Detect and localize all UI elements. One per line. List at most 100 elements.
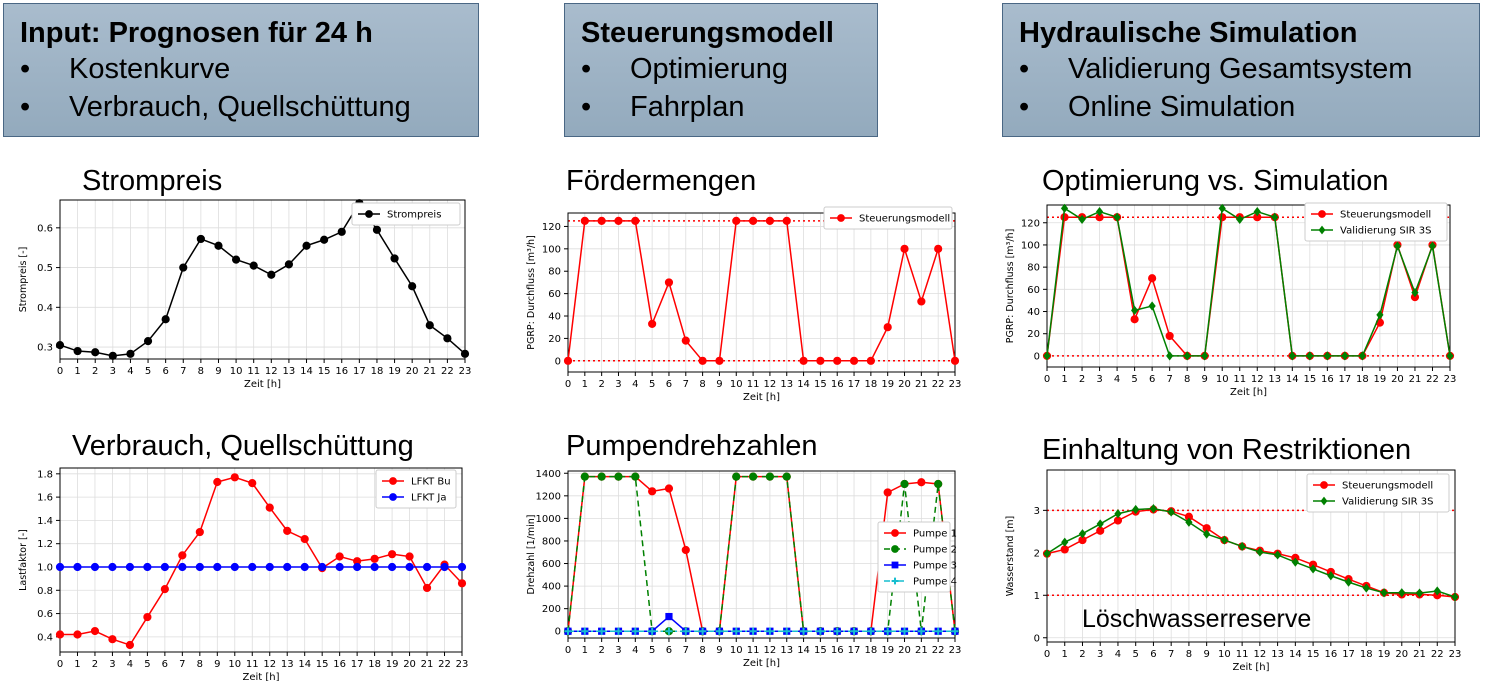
data-point (951, 627, 959, 635)
x-tick-label: 15 (814, 645, 827, 656)
x-tick-label: 4 (127, 366, 133, 377)
x-tick-label: 19 (881, 379, 894, 390)
data-point (284, 260, 294, 269)
x-tick-label: 20 (1395, 649, 1408, 660)
data-point (248, 479, 257, 488)
data-point (213, 562, 222, 572)
y-tick-label: 1.6 (37, 493, 53, 504)
x-tick-label: 6 (162, 659, 168, 670)
x-tick-label: 2 (1079, 374, 1085, 385)
legend: Pumpe 1 Pumpe 2 Pumpe 3 Pumpe 4 (877, 521, 957, 593)
panel-title-verbrauch: Verbrauch, Quellschüttung (72, 430, 414, 462)
data-point (715, 627, 724, 635)
data-point (196, 234, 205, 244)
data-point (664, 278, 674, 287)
x-tick-label: 7 (179, 659, 185, 670)
y-tick-label: 1400 (536, 469, 561, 480)
x-tick-label: 9 (215, 366, 221, 377)
x-tick-label: 17 (848, 645, 861, 656)
x-tick-label: 21 (915, 645, 928, 656)
data-point (867, 627, 875, 635)
data-point (248, 562, 257, 572)
data-point (1344, 577, 1353, 587)
y-tick-label: 600 (542, 559, 561, 570)
bullet: • (581, 53, 592, 85)
x-tick-label: 10 (228, 659, 241, 670)
data-point (231, 255, 241, 264)
data-point (1306, 351, 1314, 361)
x-tick-label: 18 (865, 645, 878, 656)
data-point (265, 562, 274, 572)
legend: Steuerungsmodell Validierung SIR 3S (1306, 473, 1450, 513)
x-tick-label: 0 (1044, 374, 1050, 385)
data-point (90, 626, 100, 636)
data-point (1060, 545, 1069, 554)
y-tick-label: 20 (1027, 329, 1040, 340)
x-tick-label: 23 (1444, 374, 1457, 385)
legend-marker (389, 477, 397, 485)
data-point (917, 297, 926, 306)
data-point (405, 562, 414, 572)
y-tick-label: 0 (555, 356, 561, 367)
data-point (681, 545, 690, 555)
data-point (1271, 212, 1279, 222)
legend-marker (837, 214, 845, 222)
data-point (900, 627, 909, 635)
x-tick-label: 21 (423, 366, 436, 377)
x-tick-label: 22 (441, 366, 454, 377)
x-tick-label: 8 (699, 645, 705, 656)
data-point (850, 627, 858, 635)
legend-marker (891, 561, 899, 569)
header-item: • Fahrplan (581, 88, 861, 126)
legend-marker (1318, 225, 1326, 235)
data-point (631, 216, 640, 225)
x-tick-label: 12 (1251, 374, 1264, 385)
x-tick-label: 4 (632, 645, 638, 656)
data-point (581, 627, 589, 635)
x-tick-label: 17 (1342, 649, 1355, 660)
data-point (178, 562, 187, 572)
x-tick-label: 8 (198, 366, 204, 377)
axes-frame (59, 467, 463, 653)
series-line (59, 201, 466, 357)
data-point (1238, 541, 1246, 552)
data-point (1149, 504, 1158, 514)
x-axis-label: Zeit [h] (1232, 662, 1269, 673)
x-tick-label: 20 (406, 366, 419, 377)
header-hydraulische-simulation: Hydraulische Simulation • Validierung Ges… (1002, 3, 1480, 137)
header-item: • Online Simulation (1019, 88, 1463, 126)
x-tick-label: 3 (615, 645, 621, 656)
data-point (300, 534, 309, 544)
x-tick-label: 19 (1378, 649, 1391, 660)
data-point (318, 562, 327, 572)
y-axis-label: Strompreis [-] (18, 247, 29, 313)
data-point (900, 244, 909, 253)
y-tick-label: 40 (1027, 307, 1040, 318)
data-point (230, 473, 239, 482)
x-tick-label: 5 (144, 659, 150, 670)
data-point (1148, 301, 1156, 311)
x-tick-label: 1 (74, 366, 80, 377)
data-point (682, 627, 690, 635)
x-tick-label: 5 (649, 379, 655, 390)
x-tick-label: 22 (438, 659, 451, 670)
x-tick-label: 23 (949, 379, 962, 390)
data-point (213, 477, 222, 487)
x-tick-label: 8 (1184, 374, 1190, 385)
y-tick-label: 0.8 (37, 586, 53, 597)
data-point (1148, 274, 1157, 283)
y-tick-label: 0 (1034, 351, 1040, 362)
x-tick-label: 12 (764, 645, 777, 656)
axes-frame (567, 212, 956, 373)
x-tick-label: 7 (1166, 374, 1172, 385)
chart-pumpen: 0 1 2 3 4 5 6 7 8 9 10 11 12 13 14 15 16 17 18 19 20 21 22 2302… (526, 469, 962, 669)
data-point (580, 216, 589, 225)
data-point (748, 216, 758, 225)
y-tick-label: 0.4 (37, 632, 53, 643)
x-tick-label: 23 (949, 645, 962, 656)
data-point (564, 627, 572, 635)
x-tick-label: 3 (110, 366, 116, 377)
legend-marker (1320, 496, 1328, 506)
data-point (783, 627, 791, 635)
axes-frame (567, 470, 956, 639)
